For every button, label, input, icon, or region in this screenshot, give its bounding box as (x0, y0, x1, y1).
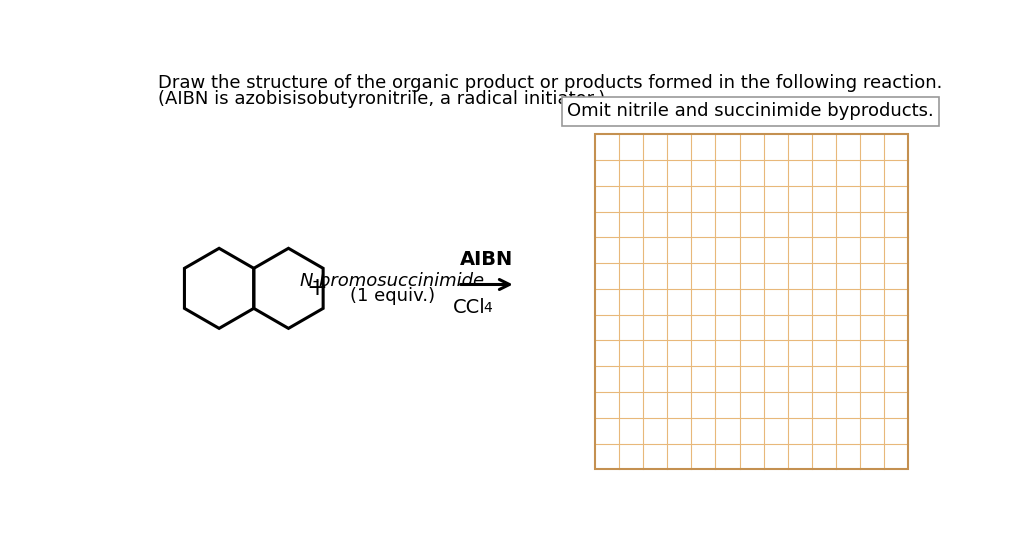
Text: AIBN: AIBN (460, 250, 513, 269)
Text: (AIBN is azobisisobutyronitrile, a radical initiator.): (AIBN is azobisisobutyronitrile, a radic… (158, 89, 605, 108)
Text: Omit nitrile and succinimide byproducts.: Omit nitrile and succinimide byproducts. (567, 102, 934, 120)
Text: Draw the structure of the organic product or products formed in the following re: Draw the structure of the organic produc… (158, 74, 942, 92)
Text: +: + (306, 276, 328, 300)
Text: CCl: CCl (453, 298, 485, 317)
Text: 4: 4 (483, 301, 493, 315)
Text: (1 equiv.): (1 equiv.) (350, 287, 435, 305)
Bar (595, 134, 908, 469)
Text: N-bromosuccinimide: N-bromosuccinimide (300, 272, 485, 289)
